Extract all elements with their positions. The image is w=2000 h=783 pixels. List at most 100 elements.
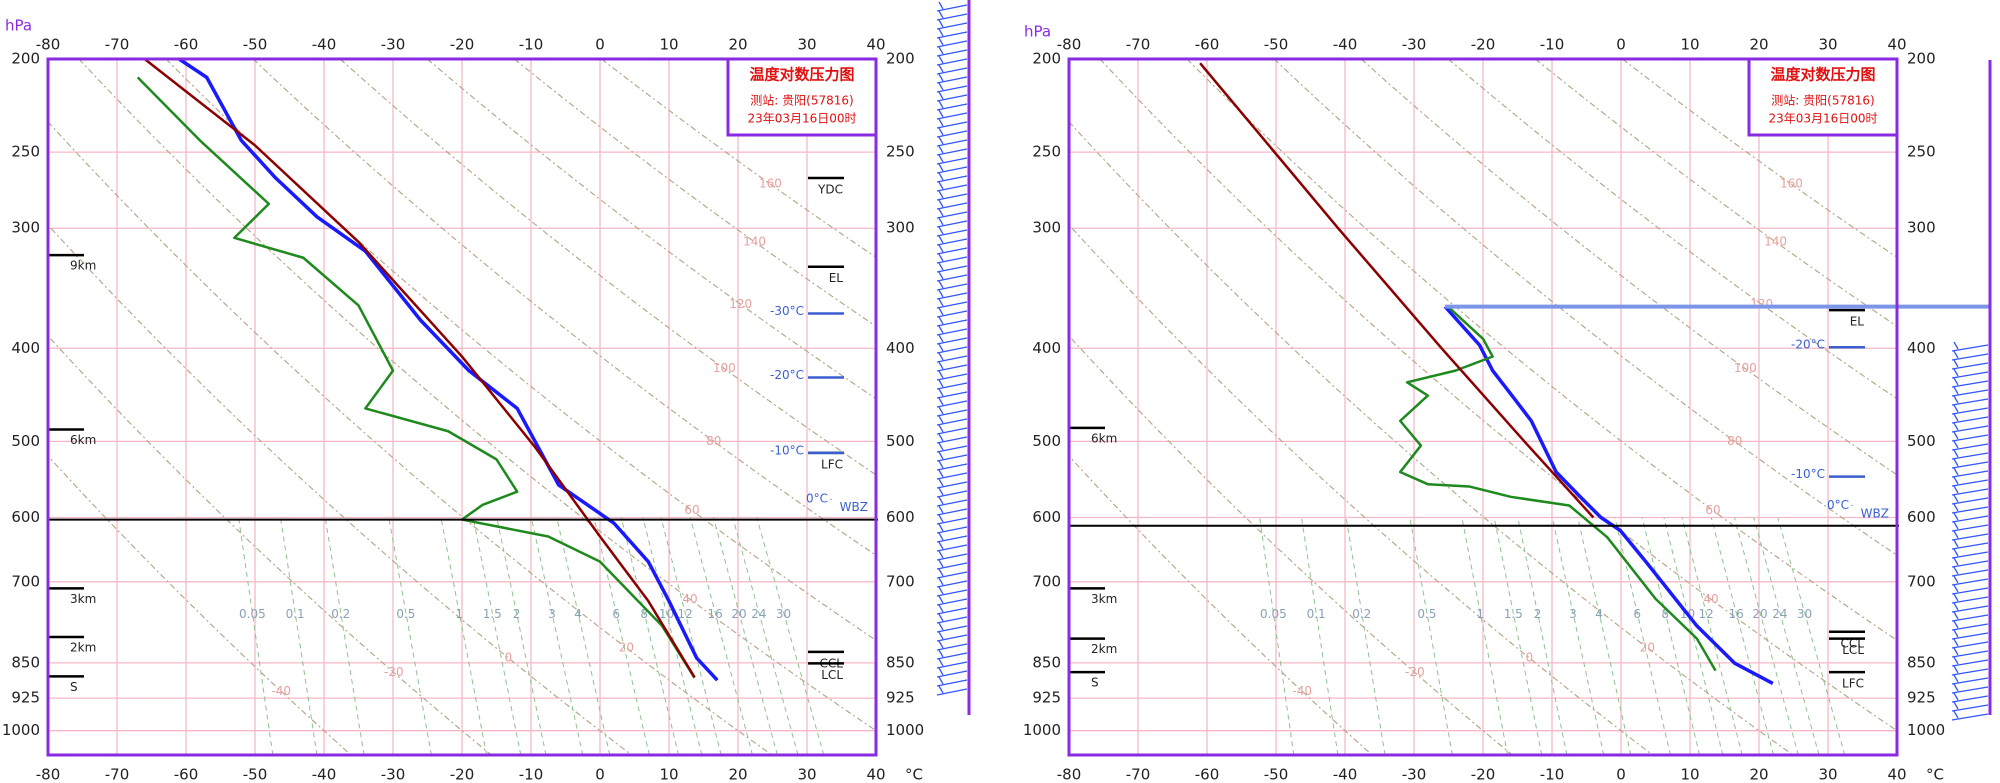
height-label: 9km — [70, 259, 96, 273]
wind-barb — [938, 154, 944, 163]
x-tick-label-bottom: 40 — [866, 766, 885, 783]
wind-barb — [1953, 566, 1959, 575]
wind-barb — [1951, 659, 1989, 667]
x-tick-label-top: 30 — [1818, 36, 1837, 54]
x-tick-label-top: -40 — [1333, 36, 1358, 54]
dry-adiabat — [1534, 59, 1897, 328]
adiabat-label: 100 — [713, 361, 736, 375]
wind-barb — [936, 643, 968, 651]
x-tick-label-top: -10 — [1540, 36, 1565, 54]
x-tick-label-bottom: 0 — [595, 766, 605, 783]
dry-adiabat — [1069, 224, 1654, 755]
x-tick-label-bottom: -50 — [243, 766, 268, 783]
wind-barb — [1951, 515, 1989, 523]
y-tick-label-left: 300 — [11, 219, 40, 237]
wind-barb — [936, 472, 968, 480]
wind-barb — [936, 328, 968, 336]
dry-adiabat — [48, 455, 352, 755]
mixing-ratio-label: 0.05 — [239, 607, 266, 621]
wind-barb — [936, 310, 968, 318]
x-axis-unit: °C — [1926, 766, 1944, 783]
x-tick-label-bottom: 10 — [1680, 766, 1699, 783]
wind-barb — [936, 445, 968, 453]
wind-barb — [1953, 395, 1959, 404]
wind-barb — [938, 181, 944, 190]
mixing-ratio-line — [496, 517, 547, 755]
x-tick-label-top: -20 — [450, 36, 475, 54]
y-tick-label-left: 700 — [11, 572, 40, 590]
x-tick-label-top: 20 — [1749, 36, 1768, 54]
wind-barb — [938, 370, 944, 379]
adiabat-label: 20 — [1640, 640, 1655, 654]
wind-barb — [1953, 602, 1959, 611]
wind-barb — [1953, 341, 1959, 350]
wind-barb — [1953, 620, 1959, 629]
adiabat-label: -20 — [384, 665, 404, 679]
y-tick-label-right: 700 — [1907, 572, 1936, 590]
dry-adiabat — [48, 120, 773, 755]
wind-barb — [938, 622, 944, 631]
wind-barb — [1953, 638, 1959, 647]
wind-barb — [938, 334, 944, 343]
isotherm-mark-label: -10°C — [770, 443, 804, 457]
y-tick-label-left: 250 — [11, 143, 40, 161]
wind-barb — [1953, 593, 1959, 602]
adiabat-label: 80 — [1727, 434, 1742, 448]
wind-barb — [938, 109, 944, 118]
mixing-ratio-label: 1 — [1476, 607, 1484, 621]
wind-barb — [936, 58, 968, 66]
wind-barb — [936, 4, 968, 12]
x-tick-label-bottom: -50 — [1264, 766, 1289, 783]
mixing-ratio-label: 3 — [1569, 607, 1577, 621]
wind-barb — [1951, 506, 1989, 514]
mixing-ratio-line — [1461, 517, 1509, 755]
mixing-ratio-line — [1614, 517, 1671, 755]
dry-adiabat — [1273, 59, 1897, 556]
adiabat-label: 60 — [684, 503, 699, 517]
wind-barb — [938, 190, 944, 199]
y-tick-label-left: 500 — [11, 432, 40, 450]
mixing-ratio-line — [642, 517, 703, 755]
wind-barb — [1953, 431, 1959, 440]
wind-barb — [936, 283, 968, 291]
adiabat-label: 20 — [619, 640, 634, 654]
wind-barb — [1953, 674, 1959, 683]
x-tick-label-top: -70 — [1126, 36, 1151, 54]
wind-barb — [936, 301, 968, 309]
wind-barb — [1953, 692, 1959, 701]
wind-barb — [938, 73, 944, 82]
level-label: EL — [829, 271, 844, 285]
wind-barb — [938, 253, 944, 262]
mixing-ratio-label: 1.5 — [483, 607, 502, 621]
wind-barb — [936, 139, 968, 147]
level-label: LFC — [1842, 677, 1864, 691]
x-tick-label-top: -30 — [381, 36, 406, 54]
mixing-ratio-line — [1345, 517, 1386, 755]
wind-barb — [936, 598, 968, 606]
x-tick-label-bottom: 30 — [1818, 766, 1837, 783]
wind-barb — [1951, 605, 1989, 613]
wind-barb — [1951, 443, 1989, 451]
wind-barb — [936, 229, 968, 237]
wind-barb — [936, 463, 968, 471]
wind-barb — [1951, 416, 1989, 424]
y-tick-label-left: 925 — [1032, 689, 1061, 707]
x-tick-label-bottom: -60 — [1195, 766, 1220, 783]
wind-barb — [1953, 521, 1959, 530]
wind-barb — [938, 208, 944, 217]
wind-barb — [938, 163, 944, 172]
wind-barb — [1953, 629, 1959, 638]
mixing-ratio-line — [280, 517, 318, 755]
wind-barb — [938, 172, 944, 181]
isotherm-mark-label: 0°C — [806, 492, 828, 506]
height-label: 6km — [1091, 431, 1117, 445]
mixing-ratio-line — [1733, 517, 1799, 755]
wind-barb — [1953, 422, 1959, 431]
wind-barb — [1951, 578, 1989, 586]
y-tick-label-left: 600 — [11, 508, 40, 526]
mixing-ratio-line — [732, 517, 799, 755]
wind-barb — [938, 469, 944, 478]
wind-barb — [938, 37, 944, 46]
adiabat-label: 40 — [682, 592, 697, 606]
